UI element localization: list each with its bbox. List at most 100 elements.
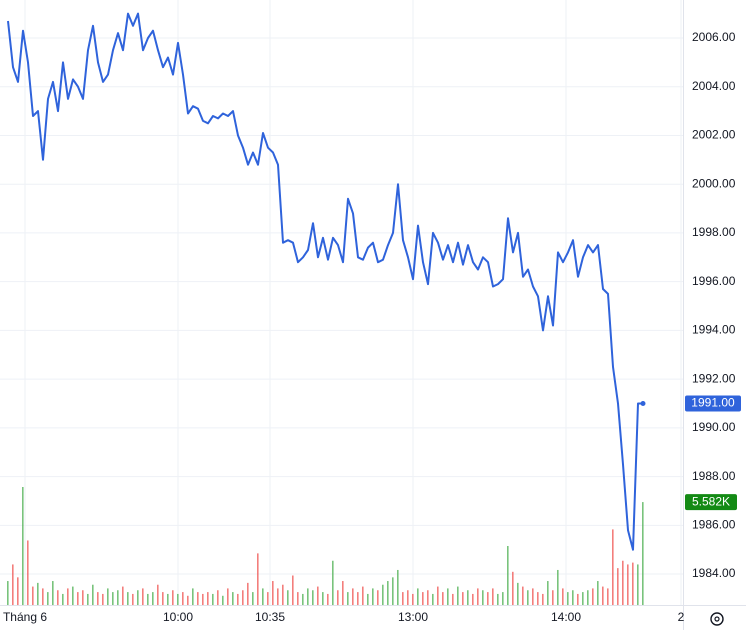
- volume-bar: [517, 582, 519, 605]
- volume-bar: [262, 588, 264, 605]
- volume-bar: [342, 581, 344, 605]
- price-layer: [7, 12, 646, 551]
- volume-bar: [562, 588, 564, 605]
- volume-bar: [487, 592, 489, 605]
- volume-bar: [117, 590, 119, 605]
- volume-bar: [542, 593, 544, 605]
- y-tick-label: 1992.00: [692, 371, 736, 385]
- volume-bar: [37, 582, 39, 605]
- volume-bar: [492, 588, 494, 605]
- volume-bar: [367, 593, 369, 605]
- volume-bar: [297, 592, 299, 605]
- volume-bar: [137, 590, 139, 605]
- price-badge-label: 1991.00: [691, 396, 735, 410]
- volume-bar: [322, 592, 324, 605]
- volume-bar: [577, 593, 579, 605]
- volume-bar: [412, 593, 414, 605]
- volume-bar: [557, 569, 559, 605]
- volume-bar: [202, 593, 204, 605]
- volume-bar: [122, 586, 124, 605]
- volume-bar: [477, 588, 479, 605]
- volume-bar: [112, 592, 114, 605]
- volume-bar: [502, 592, 504, 605]
- y-tick-label: 1988.00: [692, 469, 736, 483]
- volume-bar: [417, 588, 419, 605]
- y-tick-label: 1984.00: [692, 566, 736, 580]
- y-tick-label: 2004.00: [692, 79, 736, 93]
- y-tick-label: 1990.00: [692, 420, 736, 434]
- volume-badge: [685, 494, 737, 511]
- volume-bar: [197, 592, 199, 605]
- settings-icon-center: [714, 616, 720, 622]
- x-tick-label: 13:00: [398, 610, 428, 624]
- volume-bar: [422, 592, 424, 605]
- price-badge: [685, 395, 741, 412]
- volume-bar: [507, 546, 509, 605]
- volume-bar: [127, 592, 129, 605]
- volume-bar: [67, 588, 69, 605]
- volume-bar: [177, 593, 179, 605]
- volume-bar: [167, 593, 169, 605]
- volume-bar: [182, 592, 184, 605]
- volume-bar: [332, 560, 334, 605]
- volume-bar: [157, 584, 159, 605]
- volume-bar: [52, 581, 54, 605]
- volume-bar: [12, 564, 14, 605]
- volume-bar: [612, 529, 614, 605]
- y-tick-label: 2002.00: [692, 128, 736, 142]
- last-price-dot: [640, 400, 646, 406]
- settings-button[interactable]: [710, 612, 724, 626]
- volume-bar: [567, 592, 569, 605]
- volume-bar: [427, 590, 429, 605]
- volume-bar: [497, 593, 499, 605]
- volume-bar: [597, 581, 599, 605]
- volume-bar: [302, 593, 304, 605]
- volume-bar: [407, 590, 409, 605]
- volume-bar: [572, 590, 574, 605]
- volume-bar: [372, 588, 374, 605]
- volume-bar: [102, 593, 104, 605]
- volume-bar: [547, 581, 549, 605]
- volume-bar: [97, 592, 99, 605]
- volume-bar: [352, 588, 354, 605]
- volume-bar: [582, 592, 584, 605]
- volume-bar: [152, 592, 154, 605]
- volume-bar: [187, 595, 189, 605]
- volume-bar: [467, 590, 469, 605]
- volume-bar: [192, 588, 194, 605]
- volume-bar: [282, 584, 284, 605]
- volume-bar: [362, 586, 364, 605]
- x-tick-label: 2: [678, 610, 685, 624]
- grid: [0, 0, 683, 605]
- volume-bar: [272, 581, 274, 605]
- volume-bar: [622, 560, 624, 605]
- volume-bar: [212, 593, 214, 605]
- volume-bar: [607, 588, 609, 605]
- volume-bar: [92, 584, 94, 605]
- volume-bar: [432, 593, 434, 605]
- volume-bar: [107, 588, 109, 605]
- volume-bar: [397, 569, 399, 605]
- volume-bar: [457, 586, 459, 605]
- volume-bar: [532, 588, 534, 605]
- volume-bar: [292, 575, 294, 605]
- volume-bar: [277, 588, 279, 605]
- volume-bar: [632, 562, 634, 605]
- volume-bar: [587, 590, 589, 605]
- volume-bar: [592, 588, 594, 605]
- volume-bar: [382, 584, 384, 605]
- y-tick-label: 2000.00: [692, 176, 736, 190]
- volume-badge-label: 5.582K: [692, 494, 730, 508]
- volume-bar: [482, 590, 484, 605]
- volume-bar: [27, 540, 29, 605]
- volume-bar: [232, 592, 234, 605]
- y-tick-label: 1998.00: [692, 225, 736, 239]
- settings-icon[interactable]: [710, 612, 724, 626]
- volume-bar: [72, 586, 74, 605]
- volume-bar: [327, 593, 329, 605]
- volume-bar: [637, 564, 639, 605]
- volume-bar: [337, 590, 339, 605]
- volume-bar: [147, 593, 149, 605]
- volume-bar: [392, 577, 394, 605]
